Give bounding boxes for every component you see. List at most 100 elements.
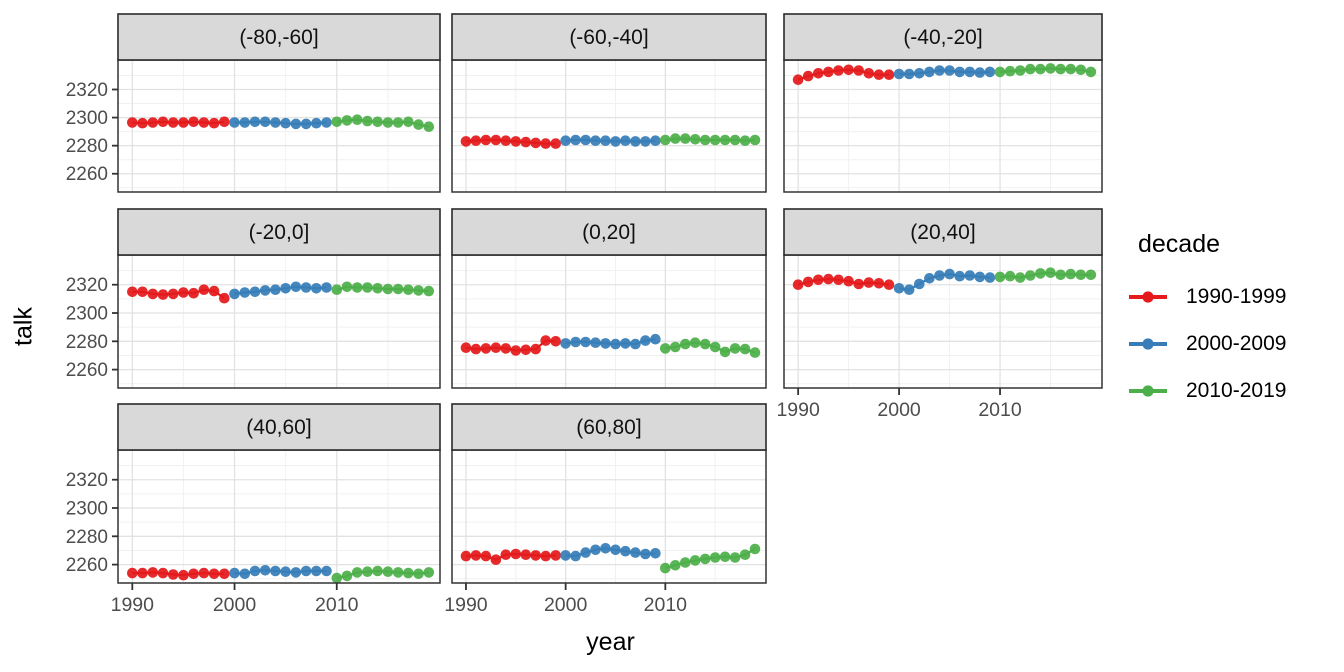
data-point [893,68,905,80]
data-point [249,286,261,298]
data-point [1045,267,1056,279]
data-point [311,283,322,294]
data-point [290,281,302,293]
data-point [423,285,435,297]
data-point [893,283,905,294]
facet-strip [451,208,767,256]
data-point [630,547,641,558]
data-point [403,116,414,128]
data-point [167,569,179,580]
data-point [1025,63,1036,75]
data-point [640,548,651,560]
data-point [208,285,220,297]
series-2010-2019 [331,565,435,584]
data-point [510,548,522,560]
legend-title: decade [1138,230,1221,258]
data-point [802,276,814,288]
data-point [709,134,721,146]
legend-key-line-point-icon [1129,338,1167,350]
data-point [792,74,804,85]
data-point [883,69,895,80]
data-point [813,68,824,79]
data-point [823,66,834,78]
data-point [280,117,291,129]
data-point [198,284,210,296]
data-point [873,69,885,80]
series-2010-2019 [331,114,435,132]
data-point [331,284,343,296]
data-point [903,68,915,80]
series-2010-2019 [660,543,761,574]
data-point [500,343,512,354]
data-point [219,116,230,128]
data-point [470,550,482,561]
data-point [924,66,935,78]
data-point [157,289,169,300]
data-point [1014,65,1026,76]
data-point [863,277,875,288]
legend-entry-2010-2019: 2010-2019 [1128,379,1338,403]
data-point [739,343,751,355]
data-point [934,65,945,76]
series-1990-1999 [460,548,561,565]
y-axis-tick-label: 2320 [66,275,108,296]
data-point [650,548,661,559]
data-point [157,116,169,128]
data-point [620,545,631,557]
legend-key-line-point-icon [1129,291,1167,303]
data-point [833,274,844,286]
panel-background [118,450,440,583]
data-point [570,550,581,562]
data-point [127,117,138,128]
data-point [188,287,199,299]
panel-background [784,60,1102,192]
legend-key-line-point-icon [1129,385,1167,397]
data-point [480,550,492,562]
data-point [974,67,986,78]
data-point [392,117,404,128]
facet-panel-(0,20]: (0,20] [451,208,767,389]
facet-panel-(20,40]: (20,40] [783,208,1103,389]
series-2000-2009 [229,281,332,300]
data-point [540,335,551,346]
x-axis-tick-label: 2000 [544,594,588,616]
data-point [670,341,681,353]
legend-key-point [1142,385,1154,397]
data-point [520,136,532,148]
data-point [823,273,834,285]
data-point [590,544,601,556]
data-point [372,116,383,128]
data-point [1045,63,1056,74]
data-point [413,285,424,296]
data-point [413,119,424,130]
facet-strip-label: (0,20] [582,221,636,244]
data-point [640,335,651,346]
data-point [660,562,671,574]
data-point [239,287,251,298]
data-point [490,342,502,354]
data-point [984,272,996,283]
data-point [188,568,199,580]
data-point [147,567,159,578]
data-point [699,553,711,565]
data-point [843,275,854,287]
data-point [480,134,492,146]
legend-entry-2000-2009: 2000-2009 [1128,332,1338,356]
series-2000-2009 [229,565,332,580]
data-point [883,279,895,291]
y-axis-tick-label: 2260 [66,555,108,576]
data-point [709,552,721,563]
facet-strip-label: (-60,-40] [569,26,648,49]
series-1990-1999 [460,335,561,356]
facet-strip [451,13,767,61]
data-point [1085,66,1097,78]
y-axis-tick-label: 2300 [66,499,108,520]
data-point [994,66,1006,78]
legend-entry-1990-1999: 1990-1999 [1128,285,1338,309]
data-point [239,117,251,128]
data-point [137,567,148,579]
data-point [208,568,220,580]
data-point [403,567,414,579]
data-point [689,337,701,349]
facet-panel-(60,80]: (60,80] [451,403,767,584]
